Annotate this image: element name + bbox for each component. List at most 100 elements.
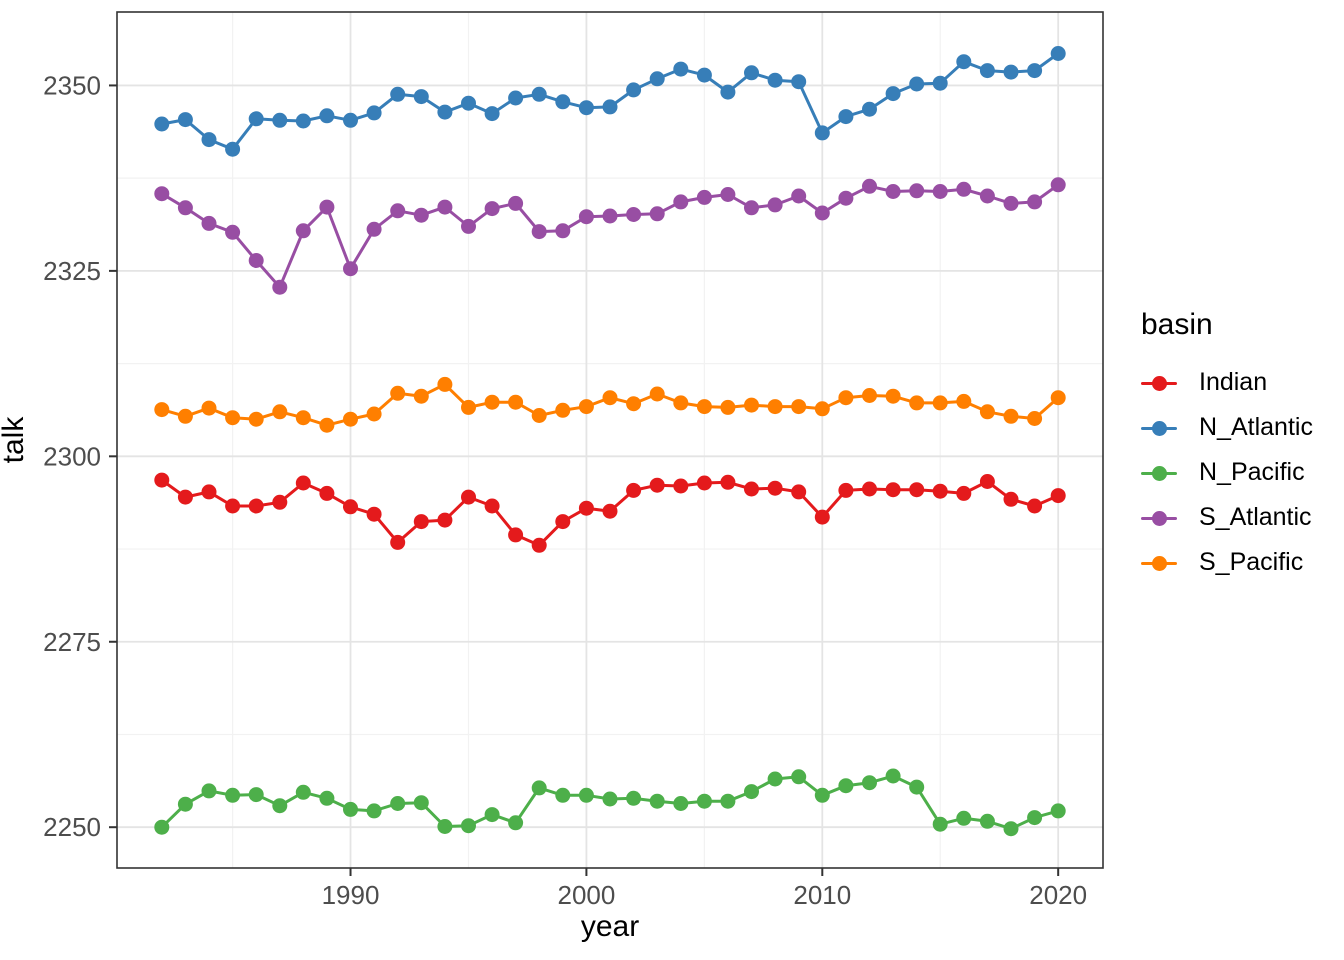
data-point-S_Pacific bbox=[413, 388, 429, 404]
data-point-Indian bbox=[696, 475, 712, 491]
data-point-S_Atlantic bbox=[484, 201, 500, 217]
legend-item-N_Atlantic: N_Atlantic bbox=[1141, 405, 1313, 450]
legend-item-N_Pacific: N_Pacific bbox=[1141, 450, 1313, 495]
x-axis-title: year bbox=[580, 910, 640, 943]
data-point-S_Atlantic bbox=[390, 203, 406, 219]
data-point-N_Atlantic bbox=[720, 84, 736, 100]
legend-key-icon bbox=[1141, 465, 1177, 481]
data-point-N_Pacific bbox=[626, 790, 642, 806]
data-point-S_Pacific bbox=[295, 410, 311, 426]
data-point-N_Pacific bbox=[767, 771, 783, 787]
legend-item-S_Pacific: S_Pacific bbox=[1141, 540, 1313, 585]
data-point-S_Atlantic bbox=[909, 183, 925, 199]
data-point-S_Pacific bbox=[272, 404, 288, 420]
data-point-Indian bbox=[909, 482, 925, 498]
data-point-S_Pacific bbox=[508, 394, 524, 410]
data-point-S_Atlantic bbox=[319, 199, 335, 215]
data-point-S_Atlantic bbox=[1027, 194, 1043, 210]
data-point-S_Pacific bbox=[578, 399, 594, 415]
data-point-N_Atlantic bbox=[626, 82, 642, 98]
legend-label: S_Pacific bbox=[1199, 548, 1304, 576]
data-point-N_Pacific bbox=[578, 787, 594, 803]
data-point-N_Atlantic bbox=[862, 101, 877, 117]
data-point-S_Atlantic bbox=[413, 207, 429, 223]
data-point-S_Pacific bbox=[319, 417, 335, 433]
data-point-S_Atlantic bbox=[225, 224, 241, 240]
data-point-S_Atlantic bbox=[366, 221, 382, 237]
data-point-N_Atlantic bbox=[1050, 46, 1066, 61]
x-tick-label: 2010 bbox=[793, 880, 851, 910]
data-point-Indian bbox=[1003, 491, 1019, 507]
data-point-N_Atlantic bbox=[295, 113, 311, 129]
data-point-S_Pacific bbox=[461, 399, 476, 415]
data-point-N_Pacific bbox=[366, 803, 382, 819]
data-point-S_Pacific bbox=[932, 395, 948, 411]
data-point-S_Pacific bbox=[437, 376, 453, 392]
data-point-S_Pacific bbox=[979, 404, 995, 420]
data-point-N_Atlantic bbox=[1027, 63, 1043, 79]
data-point-Indian bbox=[767, 480, 783, 496]
data-point-N_Pacific bbox=[1027, 810, 1043, 826]
data-point-Indian bbox=[295, 475, 311, 491]
data-point-S_Atlantic bbox=[578, 209, 594, 225]
legend-label: N_Pacific bbox=[1199, 458, 1305, 486]
data-point-S_Atlantic bbox=[154, 186, 170, 202]
data-point-S_Atlantic bbox=[1050, 177, 1066, 193]
legend-key-icon bbox=[1141, 510, 1177, 526]
legend-label: S_Atlantic bbox=[1199, 503, 1312, 531]
data-point-N_Atlantic bbox=[932, 75, 948, 91]
data-point-N_Pacific bbox=[909, 779, 925, 795]
data-point-N_Pacific bbox=[272, 798, 288, 814]
y-tick-label: 2275 bbox=[43, 627, 101, 657]
data-point-S_Atlantic bbox=[437, 199, 453, 215]
data-point-Indian bbox=[979, 474, 995, 489]
data-point-N_Atlantic bbox=[838, 109, 854, 125]
data-point-N_Atlantic bbox=[508, 90, 524, 106]
y-tick-label: 2250 bbox=[43, 812, 101, 842]
data-point-N_Pacific bbox=[413, 795, 429, 811]
legend: basin Indian N_Atlantic N_Pacific S_Atlanti… bbox=[1141, 308, 1313, 585]
x-tick-label: 2020 bbox=[1029, 880, 1087, 910]
data-point-N_Atlantic bbox=[885, 86, 901, 102]
data-point-N_Pacific bbox=[201, 783, 217, 799]
data-point-Indian bbox=[272, 494, 288, 510]
data-point-S_Atlantic bbox=[956, 181, 972, 197]
data-point-N_Atlantic bbox=[909, 76, 925, 92]
legend-label: Indian bbox=[1199, 368, 1268, 396]
data-point-S_Atlantic bbox=[932, 184, 948, 199]
panel-border bbox=[116, 11, 1104, 869]
data-point-S_Pacific bbox=[649, 386, 665, 402]
data-point-N_Pacific bbox=[343, 801, 358, 817]
data-point-S_Pacific bbox=[1050, 390, 1066, 406]
data-point-S_Pacific bbox=[484, 394, 500, 410]
data-point-Indian bbox=[390, 534, 406, 550]
data-point-N_Atlantic bbox=[484, 106, 500, 122]
data-point-S_Atlantic bbox=[248, 253, 264, 268]
data-point-Indian bbox=[531, 537, 547, 553]
data-point-Indian bbox=[885, 482, 901, 498]
data-point-Indian bbox=[1050, 488, 1066, 504]
data-point-S_Atlantic bbox=[1003, 195, 1019, 211]
data-point-N_Pacific bbox=[932, 816, 948, 832]
data-point-S_Pacific bbox=[909, 395, 925, 411]
data-point-N_Atlantic bbox=[979, 63, 995, 79]
data-point-N_Atlantic bbox=[390, 86, 406, 102]
data-point-N_Atlantic bbox=[461, 95, 476, 111]
data-point-S_Pacific bbox=[390, 385, 406, 401]
data-point-N_Atlantic bbox=[696, 67, 712, 83]
data-point-Indian bbox=[578, 500, 594, 516]
data-point-N_Atlantic bbox=[248, 111, 264, 127]
data-point-S_Atlantic bbox=[295, 223, 311, 239]
data-point-Indian bbox=[248, 498, 264, 514]
data-point-S_Pacific bbox=[696, 399, 712, 415]
data-point-N_Pacific bbox=[720, 793, 736, 809]
data-point-Indian bbox=[461, 489, 476, 505]
data-point-N_Pacific bbox=[791, 769, 807, 785]
data-point-Indian bbox=[177, 489, 193, 505]
data-point-Indian bbox=[956, 485, 972, 501]
data-point-S_Atlantic bbox=[838, 190, 854, 206]
data-point-S_Pacific bbox=[791, 399, 807, 415]
data-point-N_Atlantic bbox=[791, 74, 807, 90]
data-point-S_Atlantic bbox=[649, 206, 665, 222]
